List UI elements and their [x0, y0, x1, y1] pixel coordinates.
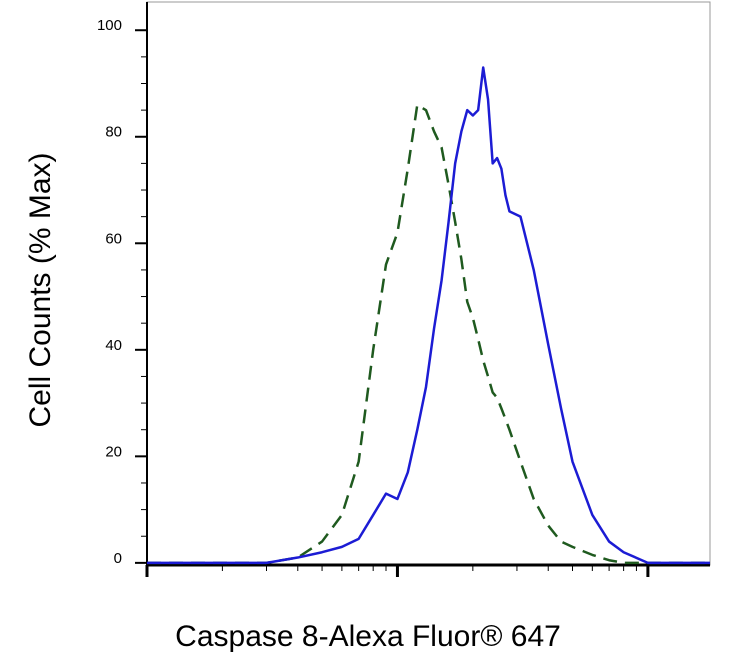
y-tick-label: 20	[105, 443, 122, 460]
y-tick-label: 100	[97, 17, 122, 34]
plot-frame	[146, 1, 711, 566]
y-tick-label: 80	[105, 124, 122, 141]
series-line	[147, 103, 710, 565]
y-axis-title: Cell Counts (% Max)	[24, 152, 57, 427]
y-tick-label: 0	[114, 550, 122, 567]
x-axis-title: Caspase 8-Alexa Fluor® 647	[175, 620, 561, 653]
y-tick-label: 40	[105, 337, 122, 354]
series-line	[147, 66, 710, 565]
y-tick-label: 60	[105, 230, 122, 247]
